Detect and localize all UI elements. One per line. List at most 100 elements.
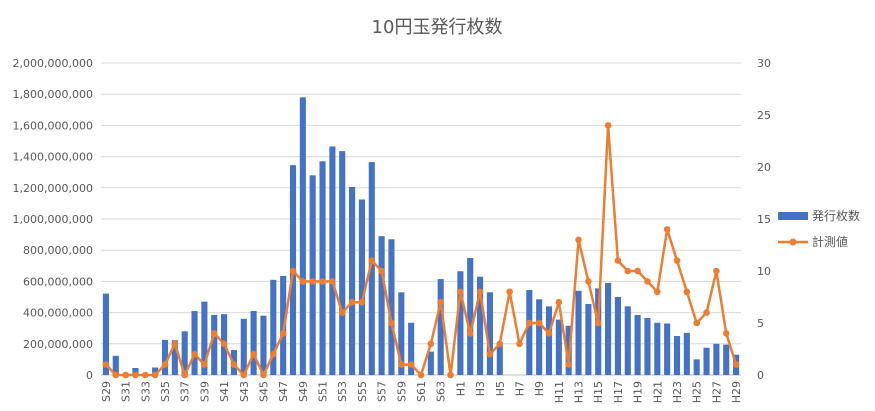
y-right-tick-label: 30 [757,57,771,70]
x-tick-label: S45 [257,381,270,402]
line-point [713,267,720,275]
bar [250,311,257,375]
bar [614,297,621,375]
bar-series [102,97,740,375]
x-tick-label: S41 [218,381,231,402]
bar [555,319,562,375]
line-point [545,330,553,337]
line-point [270,350,277,358]
y-left-tick-label: 1,800,000,000 [13,88,93,101]
x-tick-label: S33 [139,381,152,402]
line-point [142,371,149,379]
line-point [181,371,188,379]
line-point [516,340,523,348]
line-point [466,330,474,337]
y-right-tick-label: 5 [757,317,764,330]
line-point [575,236,582,244]
x-tick-label: H5 [494,381,507,396]
bar [319,161,326,375]
line-point [654,288,661,296]
line-point [368,257,376,264]
bar [624,306,631,375]
y-left-tick-label: 0 [86,369,93,382]
x-tick-label: S61 [415,381,428,402]
bar [536,299,543,375]
bar [378,236,385,375]
line-point [171,340,179,348]
y-left-tick-label: 1,600,000,000 [13,119,93,132]
y-right-tick-label: 20 [757,161,771,174]
line-point [348,298,356,306]
line-point [437,298,444,306]
y-left-tick-label: 2,000,000,000 [13,57,93,70]
bar [496,343,503,375]
x-tick-label: S49 [297,381,310,402]
y-axis-left: 0 200,000,000 400,000,000 600,000,000 800,00… [13,57,93,382]
line-point [506,288,513,296]
bar [477,276,484,375]
bar [575,290,582,375]
x-tick-label: H13 [573,381,586,403]
bar [437,279,444,375]
line-point [683,288,691,296]
line-point [604,122,612,129]
legend: 発行枚数 計測値 [778,208,860,249]
line-point [338,309,346,316]
bar [270,279,277,375]
bar [693,359,700,375]
bar [605,282,612,375]
y-right-tick-label: 0 [757,369,764,382]
line-point [279,330,287,337]
line-point [398,361,405,368]
bar [181,331,188,375]
line-point [673,257,681,264]
bar [339,151,346,375]
line-point [240,371,248,379]
line-point [565,361,572,368]
x-tick-label: H23 [671,381,684,403]
x-tick-label: H19 [632,381,645,403]
bar [102,293,109,375]
bar [703,347,710,375]
y-left-tick-label: 200,000,000 [23,338,93,351]
x-tick-label: H7 [513,381,526,396]
x-tick-label: H3 [474,381,487,396]
bar [634,314,641,375]
bar [654,322,661,375]
x-tick-label: H29 [730,381,743,403]
line-point [526,319,533,327]
line-point [644,278,651,285]
bar [398,292,405,375]
line-point [102,361,110,368]
bar [723,344,730,375]
x-tick-label: H21 [651,381,664,403]
line-point [732,361,740,368]
bar [161,339,169,375]
x-axis: S29 S31 S33 S35 S37 S39 S41 S43 S45 S47 S49 S51 S53 S… [100,381,743,403]
legend-swatch-bars [778,212,808,220]
bar [309,175,316,375]
line-point [447,371,454,379]
y-left-tick-label: 600,000,000 [23,275,93,288]
x-tick-label: S39 [198,381,211,402]
x-tick-label: S47 [277,381,290,402]
line-point [634,267,641,275]
legend-marker-line [789,238,797,246]
line-point [693,319,700,327]
y-left-tick-label: 800,000,000 [23,244,93,257]
x-tick-label: S35 [159,381,172,402]
bar [683,332,690,375]
x-tick-label: S63 [435,381,448,402]
bar [545,306,553,375]
line-point [496,340,504,348]
bar [329,146,336,375]
x-tick-label: H25 [691,381,704,403]
line-point [703,309,710,316]
line-point [457,288,464,296]
bar [644,318,651,375]
line-point [151,371,159,379]
y-left-tick-label: 400,000,000 [23,307,93,320]
line-point [427,340,435,348]
x-tick-label: S55 [356,381,369,402]
